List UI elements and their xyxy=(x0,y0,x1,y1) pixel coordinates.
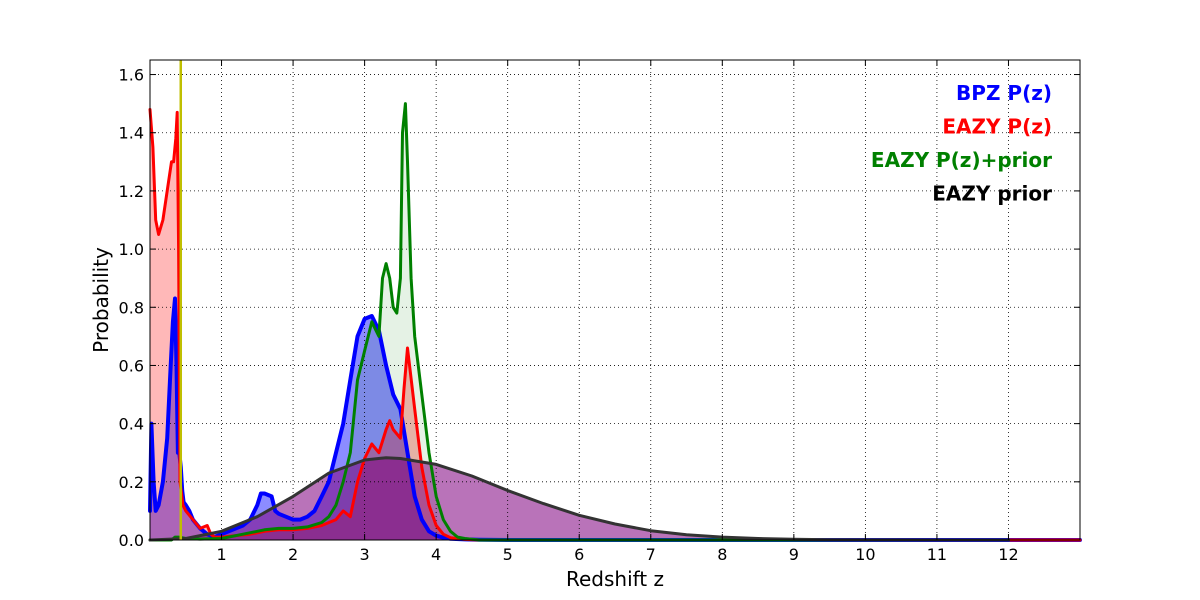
y-axis-label: Probability xyxy=(89,247,113,353)
x-axis-label: Redshift z xyxy=(566,567,664,591)
y-tick-label: 0.6 xyxy=(119,356,144,375)
y-tick-label: 1.4 xyxy=(119,124,144,143)
x-tick-label: 2 xyxy=(288,545,298,564)
series-line-0 xyxy=(148,296,1082,542)
legend: BPZ P(z) EAZY P(z) EAZY P(z)+prior EAZY pri… xyxy=(871,81,1052,206)
legend-entry-2: EAZY P(z)+prior xyxy=(871,148,1052,172)
x-tick-label: 8 xyxy=(717,545,727,564)
x-tick-label: 3 xyxy=(360,545,370,564)
x-tick-label: 7 xyxy=(646,545,656,564)
series-line-3 xyxy=(148,456,1010,542)
x-tick-label: 5 xyxy=(503,545,513,564)
series-fill-3 xyxy=(150,457,1009,540)
y-tick-label: 1.2 xyxy=(119,182,144,201)
series-fill-1 xyxy=(150,109,1080,540)
x-tick-label: 11 xyxy=(927,545,947,564)
y-tick-label: 0.8 xyxy=(119,298,144,317)
y-tick-label: 0.4 xyxy=(119,415,144,434)
x-tick-label: 6 xyxy=(574,545,584,564)
legend-entry-0: BPZ P(z) xyxy=(956,81,1052,105)
y-axis-ticks: 0.0 0.2 0.4 0.6 0.8 1.0 1.2 1.4 1.6 xyxy=(119,66,1080,550)
grid-lines xyxy=(150,60,1080,541)
x-axis-ticks: 1 2 3 4 5 6 7 8 9 10 11 12 xyxy=(216,60,1019,564)
y-tick-label: 1.6 xyxy=(119,66,144,85)
legend-entry-3: EAZY prior xyxy=(932,182,1052,206)
y-tick-label: 1.0 xyxy=(119,240,144,259)
y-tick-label: 0.2 xyxy=(119,473,144,492)
x-tick-label: 12 xyxy=(998,545,1018,564)
x-tick-label: 1 xyxy=(216,545,226,564)
y-tick-label: 0.0 xyxy=(119,531,144,550)
series-lines xyxy=(148,102,1082,542)
series-fill-2 xyxy=(150,103,1009,540)
legend-entry-1: EAZY P(z) xyxy=(942,115,1052,139)
series-fills xyxy=(150,103,1080,540)
series-line-2 xyxy=(148,102,1010,542)
x-tick-label: 4 xyxy=(431,545,441,564)
x-tick-label: 9 xyxy=(789,545,799,564)
plot-frame xyxy=(149,59,1081,541)
series-line-1 xyxy=(148,108,1082,542)
x-tick-label: 10 xyxy=(855,545,875,564)
